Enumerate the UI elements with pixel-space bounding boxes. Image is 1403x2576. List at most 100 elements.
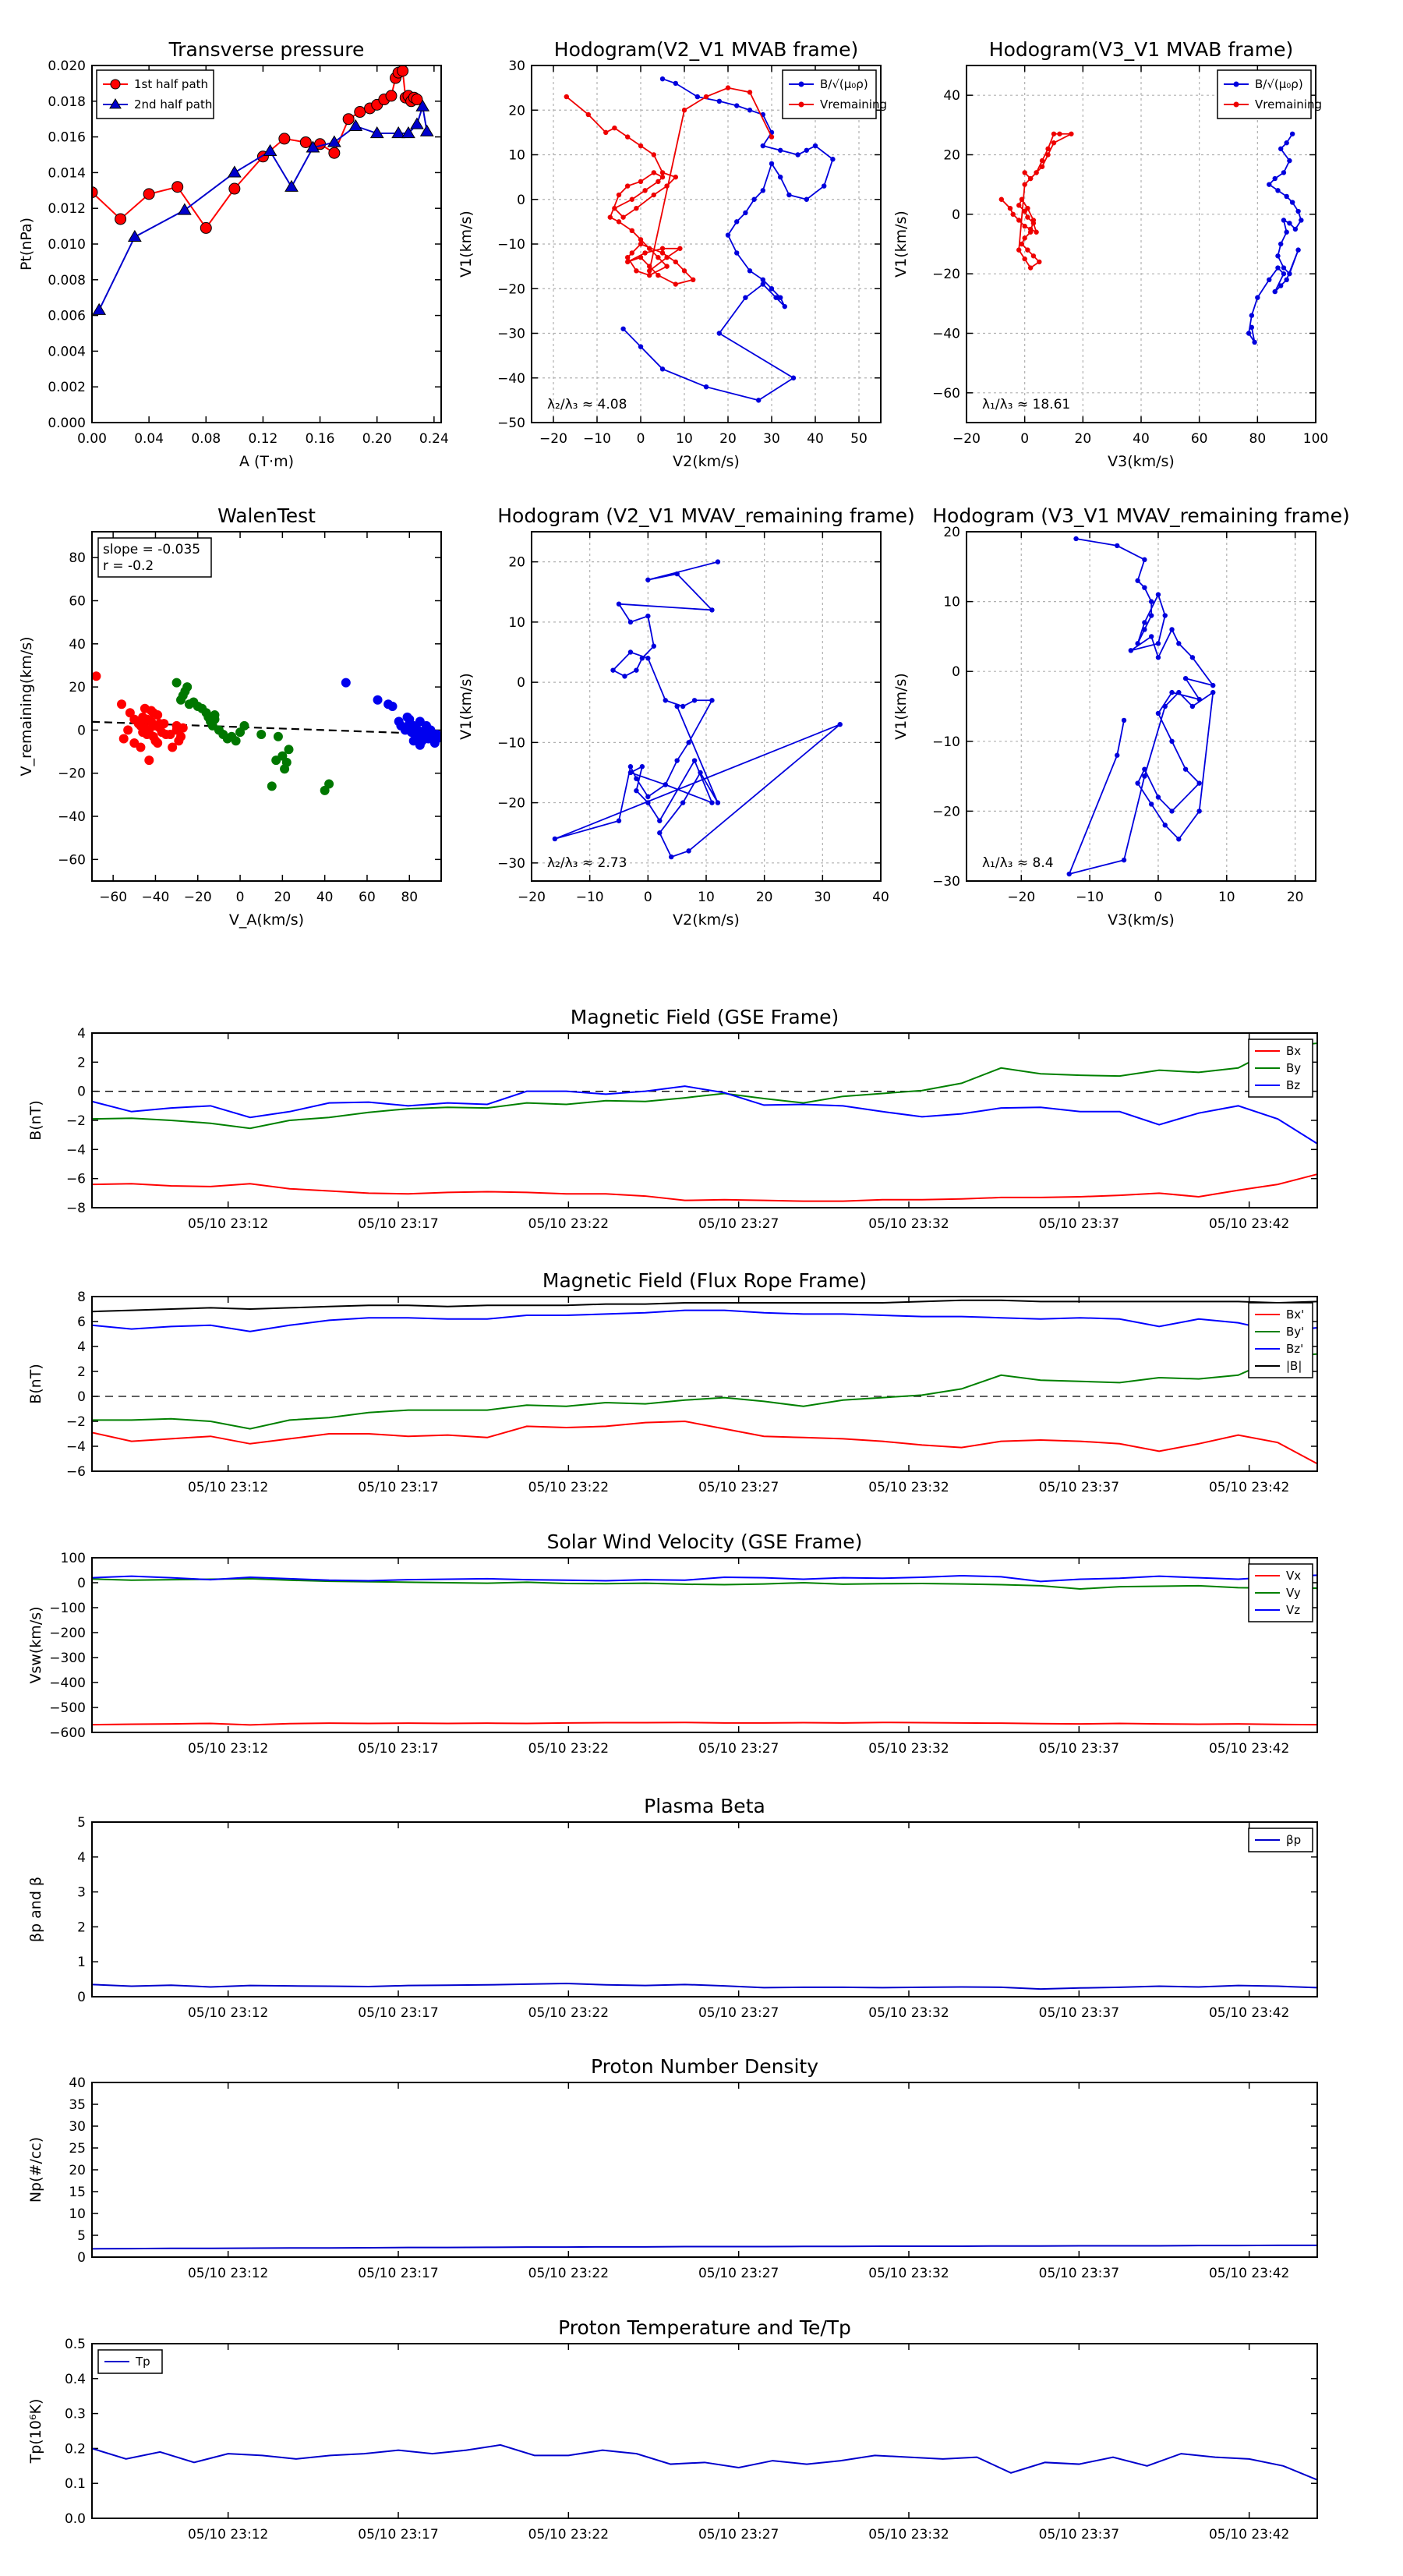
data-point xyxy=(1016,203,1022,208)
data-point xyxy=(342,113,355,126)
y-tick-label: 10 xyxy=(508,148,525,164)
x-tick-label: −10 xyxy=(576,890,604,905)
data-point xyxy=(168,742,178,752)
data-point xyxy=(673,80,678,87)
data-point xyxy=(1142,585,1147,590)
data-point xyxy=(751,196,757,202)
legend-label: Bx xyxy=(1286,1044,1301,1058)
data-point xyxy=(387,702,398,711)
data-point xyxy=(1284,277,1289,282)
legend-label: Bx' xyxy=(1286,1307,1304,1322)
y-tick-label: 20 xyxy=(508,103,525,119)
x-tick-label: 0 xyxy=(1020,431,1029,447)
data-point xyxy=(760,188,765,193)
data-point xyxy=(639,656,645,661)
x-tick-label: 05/10 23:27 xyxy=(698,2266,779,2281)
x-tick-label: 05/10 23:12 xyxy=(188,2527,268,2542)
data-point xyxy=(1299,218,1304,223)
data-point xyxy=(1182,675,1189,681)
data-point xyxy=(674,758,680,763)
data-point xyxy=(1128,648,1134,653)
y-tick-label: 0 xyxy=(77,1576,86,1591)
legend: Bx' By' Bz' |B| xyxy=(1248,1302,1313,1378)
data-point xyxy=(1169,809,1175,814)
annotation: λ₂/λ₃ ≈ 2.73 xyxy=(547,855,627,871)
annotation: λ₁/λ₃ ≈ 18.61 xyxy=(982,397,1070,412)
x-tick-label: 40 xyxy=(1133,431,1150,447)
y-tick-label: 40 xyxy=(69,2075,86,2091)
x-tick-label: 0.00 xyxy=(77,431,107,447)
data-point xyxy=(634,776,639,781)
data-point xyxy=(659,76,666,82)
y-tick-label: 8 xyxy=(77,1290,86,1305)
x-tick-label: 0.24 xyxy=(419,431,449,447)
x-tick-label: 05/10 23:37 xyxy=(1039,1480,1119,1495)
data-point xyxy=(92,303,107,315)
data-point xyxy=(1073,536,1079,542)
data-point xyxy=(1284,140,1289,146)
data-point xyxy=(822,183,827,189)
series-line-0 xyxy=(91,1420,1318,1465)
legend-marker xyxy=(798,81,804,87)
panel-ts6: 05/10 23:12 05/10 23:17 05/10 23:22 05/10 2… xyxy=(27,2316,1318,2542)
data-point xyxy=(1016,218,1022,223)
y-axis-label: Vsw(km/s) xyxy=(27,1606,44,1683)
panel-ts5: 05/10 23:12 05/10 23:17 05/10 23:22 05/10 2… xyxy=(27,2055,1318,2281)
panel-tp: 0.00 0.04 0.08 0.12 0.16 0.20 0.24 0.000 0.002 0.… xyxy=(18,38,449,470)
data-point xyxy=(432,734,441,744)
data-point xyxy=(673,281,678,287)
x-tick-label: 40 xyxy=(807,431,824,447)
data-point xyxy=(401,126,415,139)
x-tick-label: 05/10 23:12 xyxy=(188,1480,268,1495)
data-point xyxy=(1267,277,1272,282)
panel-title: Proton Number Density xyxy=(591,2055,818,2078)
panel-walen: −60 −40 −20 0 20 40 60 80 −60 −40 −20 0 20 40 60 80 Wale… xyxy=(18,504,442,929)
data-point xyxy=(645,800,651,805)
x-tick-label: 05/10 23:22 xyxy=(528,2527,609,2542)
x-tick-label: 05/10 23:27 xyxy=(698,1480,779,1495)
y-tick-label: 0.018 xyxy=(48,94,86,110)
axes-frame xyxy=(91,1557,1318,1733)
data-point xyxy=(715,559,721,564)
y-tick-label: 0.4 xyxy=(65,2372,86,2387)
panel-title: WalenTest xyxy=(217,504,316,527)
x-tick-label: 05/10 23:37 xyxy=(1039,1741,1119,1757)
data-point xyxy=(703,384,709,390)
x-axis-label: V_A(km/s) xyxy=(229,911,304,929)
y-tick-label: 10 xyxy=(508,615,525,631)
data-point xyxy=(328,147,341,159)
data-point xyxy=(629,228,634,234)
data-point xyxy=(1272,288,1278,295)
y-tick-label: −20 xyxy=(497,796,525,812)
axes-frame xyxy=(91,531,442,882)
x-axis-label: V3(km/s) xyxy=(1108,453,1175,470)
y-tick-label: 35 xyxy=(69,2097,86,2113)
data-point xyxy=(625,254,631,260)
panel-title: Hodogram (V3_V1 MVAV_remaining frame) xyxy=(932,504,1350,527)
data-point xyxy=(1196,696,1202,702)
data-point xyxy=(647,246,652,251)
x-tick-label: −10 xyxy=(583,431,611,447)
data-point xyxy=(280,764,290,774)
y-tick-label: 0 xyxy=(77,2250,86,2266)
data-point xyxy=(1169,689,1175,695)
y-tick-label: 0.012 xyxy=(48,201,86,217)
x-tick-label: 0 xyxy=(644,890,652,905)
legend: βp xyxy=(1248,1828,1313,1852)
y-tick-label: 20 xyxy=(69,2163,86,2178)
data-point xyxy=(656,254,661,260)
x-tick-label: 05/10 23:32 xyxy=(868,2266,949,2281)
data-point xyxy=(647,264,652,269)
legend-label: B/√(μ₀ρ) xyxy=(820,77,868,91)
data-point xyxy=(743,295,748,300)
y-tick-label: −6 xyxy=(66,1172,86,1187)
data-point xyxy=(1287,271,1292,277)
x-tick-label: −60 xyxy=(99,890,127,905)
x-tick-label: 05/10 23:22 xyxy=(528,1741,609,1757)
x-tick-label: −20 xyxy=(518,890,546,905)
data-point xyxy=(153,738,163,748)
data-point xyxy=(92,671,101,681)
